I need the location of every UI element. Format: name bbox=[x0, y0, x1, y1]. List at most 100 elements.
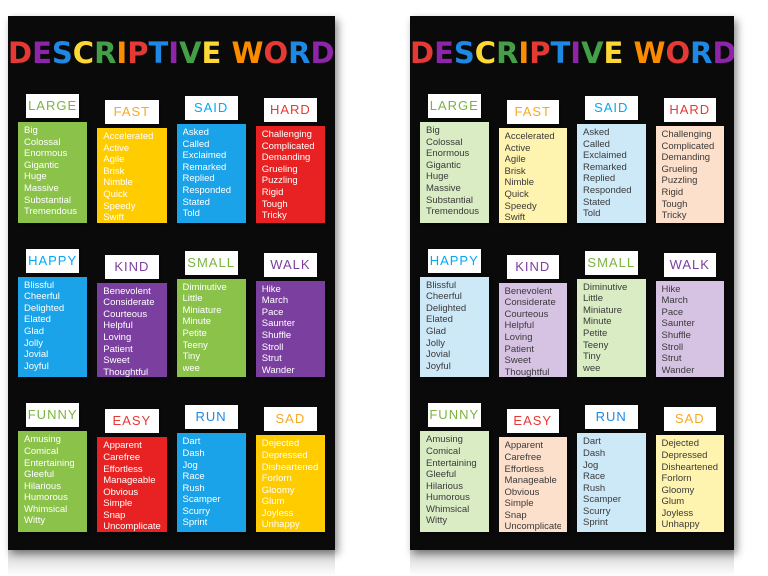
word-item: Thoughtful bbox=[103, 366, 149, 378]
category-label: HAPPY bbox=[428, 248, 481, 273]
category-happy: Blissful Cheerful Delighted Elated Glad Jolly… bbox=[18, 239, 88, 382]
word-item: Delighted bbox=[426, 302, 467, 314]
poster-pastel: DESCRIPTIVE WORDS BigColossalEnormousGig… bbox=[410, 16, 734, 550]
word-item: Swift bbox=[103, 212, 124, 224]
word-item: Simple bbox=[103, 498, 133, 510]
word-item: Uncomplicated bbox=[504, 521, 562, 533]
category-label: SAID bbox=[184, 96, 238, 120]
word-item: Considerate bbox=[103, 297, 155, 309]
word-item: Cheerful bbox=[24, 291, 60, 303]
category-label: WALK bbox=[263, 252, 317, 277]
word-item: Hilarious bbox=[426, 480, 463, 492]
word-item: Tough bbox=[661, 198, 688, 210]
word-grid: Big Colossal Enormous Gigantic Huge Massive Su… bbox=[18, 84, 325, 536]
word-item: Nimble bbox=[103, 177, 133, 189]
word-item: Whimsical bbox=[426, 503, 470, 515]
category-fast: Accelerated Active Agile Brisk Nimble Quick Sp… bbox=[97, 84, 167, 227]
word-item: Witty bbox=[426, 515, 448, 527]
word-item: Uncomplicated bbox=[103, 521, 161, 533]
word-item: Active bbox=[103, 142, 130, 154]
word-item: Gloomy bbox=[661, 484, 695, 496]
title-letter: S bbox=[51, 36, 73, 70]
category-label: FAST bbox=[506, 100, 559, 124]
poster-bright: DESCRIPTIVE WORDS BigColossalEnormousGig… bbox=[8, 16, 335, 550]
word-item: Big bbox=[426, 125, 440, 136]
word-item: Replied bbox=[182, 173, 215, 185]
category-label: LARGE bbox=[26, 94, 80, 118]
word-item: Helpful bbox=[504, 320, 535, 332]
word-card: Apparent Carefree Effortless Manageable Obvi… bbox=[498, 437, 567, 533]
poster-title: DESCRIPTIVE WORDS bbox=[8, 36, 335, 70]
category-label: RUN bbox=[184, 405, 238, 430]
title-letter: I bbox=[518, 36, 530, 70]
category-small: Diminutive Little Miniature Minute Petite Tee… bbox=[176, 239, 246, 382]
word-item: Unhappy bbox=[661, 519, 700, 531]
title-letter: R bbox=[94, 36, 117, 70]
word-item: Manageable bbox=[504, 475, 557, 487]
word-item: Witty bbox=[24, 515, 46, 527]
word-item: Accelerated bbox=[103, 131, 154, 142]
word-item: Rigid bbox=[261, 186, 284, 198]
title-letter: V bbox=[581, 36, 604, 70]
word-item: Glad bbox=[426, 326, 447, 338]
word-item: Dart bbox=[583, 436, 601, 448]
title-letter: I bbox=[570, 36, 582, 70]
word-item: Dejected bbox=[261, 438, 300, 450]
word-item: Gloomy bbox=[261, 484, 295, 496]
word-item: Responded bbox=[583, 184, 632, 196]
word-item: Dash bbox=[182, 447, 205, 459]
category-sad: Dejected Depressed Disheartened Forlorn Gloo… bbox=[255, 393, 325, 536]
word-item: Forlorn bbox=[661, 473, 692, 485]
category-easy: Apparent Carefree Effortless Manageable Obvi… bbox=[97, 393, 167, 536]
word-item: Teeny bbox=[583, 339, 609, 351]
word-card: Asked Called Exclaimed Remarked Replied Respo… bbox=[176, 124, 246, 223]
word-item: Jovial bbox=[426, 349, 451, 361]
title-letter: V bbox=[179, 36, 202, 70]
title-letter: E bbox=[603, 36, 624, 70]
word-item: Wander bbox=[261, 364, 295, 376]
category-run: Dart Dash Jog Race Rush Scamper Scurry Sprint RU… bbox=[577, 393, 646, 536]
word-item: Puzzling bbox=[661, 175, 698, 187]
category-large: Big Colossal Enormous Gigantic Huge Massive Su… bbox=[18, 84, 88, 227]
word-item: Patient bbox=[504, 343, 535, 355]
category-label: EASY bbox=[105, 409, 159, 434]
word-item: Jolly bbox=[24, 337, 44, 349]
word-card: Big Colossal Enormous Gigantic Huge Massive Su… bbox=[18, 122, 88, 223]
word-item: Manageable bbox=[103, 475, 156, 487]
word-item: Told bbox=[583, 208, 601, 220]
title-letter: P bbox=[529, 36, 551, 70]
word-card: Challenging Complicated Demanding Grueling P… bbox=[655, 126, 724, 223]
word-item: Forlorn bbox=[261, 473, 292, 485]
word-grid: Big Colossal Enormous Gigantic Huge Massive Su… bbox=[420, 84, 724, 536]
word-card: Accelerated Active Agile Brisk Nimble Quick Sp… bbox=[498, 128, 567, 223]
category-label: FUNNY bbox=[26, 403, 80, 428]
word-item: Gleeful bbox=[24, 469, 55, 481]
word-item: Jolly bbox=[426, 337, 446, 349]
word-item: Pace bbox=[661, 306, 684, 318]
word-item: Massive bbox=[24, 182, 59, 194]
word-item: Big bbox=[24, 125, 38, 136]
word-item: Scurry bbox=[583, 505, 611, 517]
word-item: Courteous bbox=[103, 308, 148, 320]
word-item: Grueling bbox=[261, 163, 298, 175]
category-large: Big Colossal Enormous Gigantic Huge Massive Su… bbox=[420, 84, 489, 227]
word-card: Accelerated Active Agile Brisk Nimble Quick Sp… bbox=[97, 128, 167, 224]
word-item: Minute bbox=[182, 316, 212, 328]
word-item: Elated bbox=[24, 314, 51, 326]
word-item: Colossal bbox=[24, 136, 61, 148]
category-label: WALK bbox=[663, 252, 716, 277]
word-card: Dart Dash Jog Race Rush Scamper Scurry Sprint bbox=[176, 433, 246, 532]
word-item: Patient bbox=[103, 343, 133, 355]
word-card: Dejected Depressed Disheartened Forlorn Gloo… bbox=[655, 435, 724, 532]
word-item: Tremendous bbox=[24, 206, 77, 218]
word-card: Hike March Pace Saunter Shuffle Stroll Strut Wa… bbox=[655, 280, 724, 378]
word-card: Dart Dash Jog Race Rush Scamper Scurry Sprint bbox=[577, 433, 646, 532]
word-card: Hike March Pace Saunter Shuffle Stroll Strut Wa… bbox=[255, 280, 325, 378]
word-item: Remarked bbox=[182, 161, 227, 173]
title-letter: D bbox=[410, 36, 435, 70]
category-run: Dart Dash Jog Race Rush Scamper Scurry Sprint RU… bbox=[176, 393, 246, 536]
word-item: Depressed bbox=[261, 449, 308, 461]
word-item: Snap bbox=[504, 509, 527, 521]
poster-reflection bbox=[410, 550, 734, 576]
category-sad: Dejected Depressed Disheartened Forlorn Gloo… bbox=[655, 393, 724, 536]
